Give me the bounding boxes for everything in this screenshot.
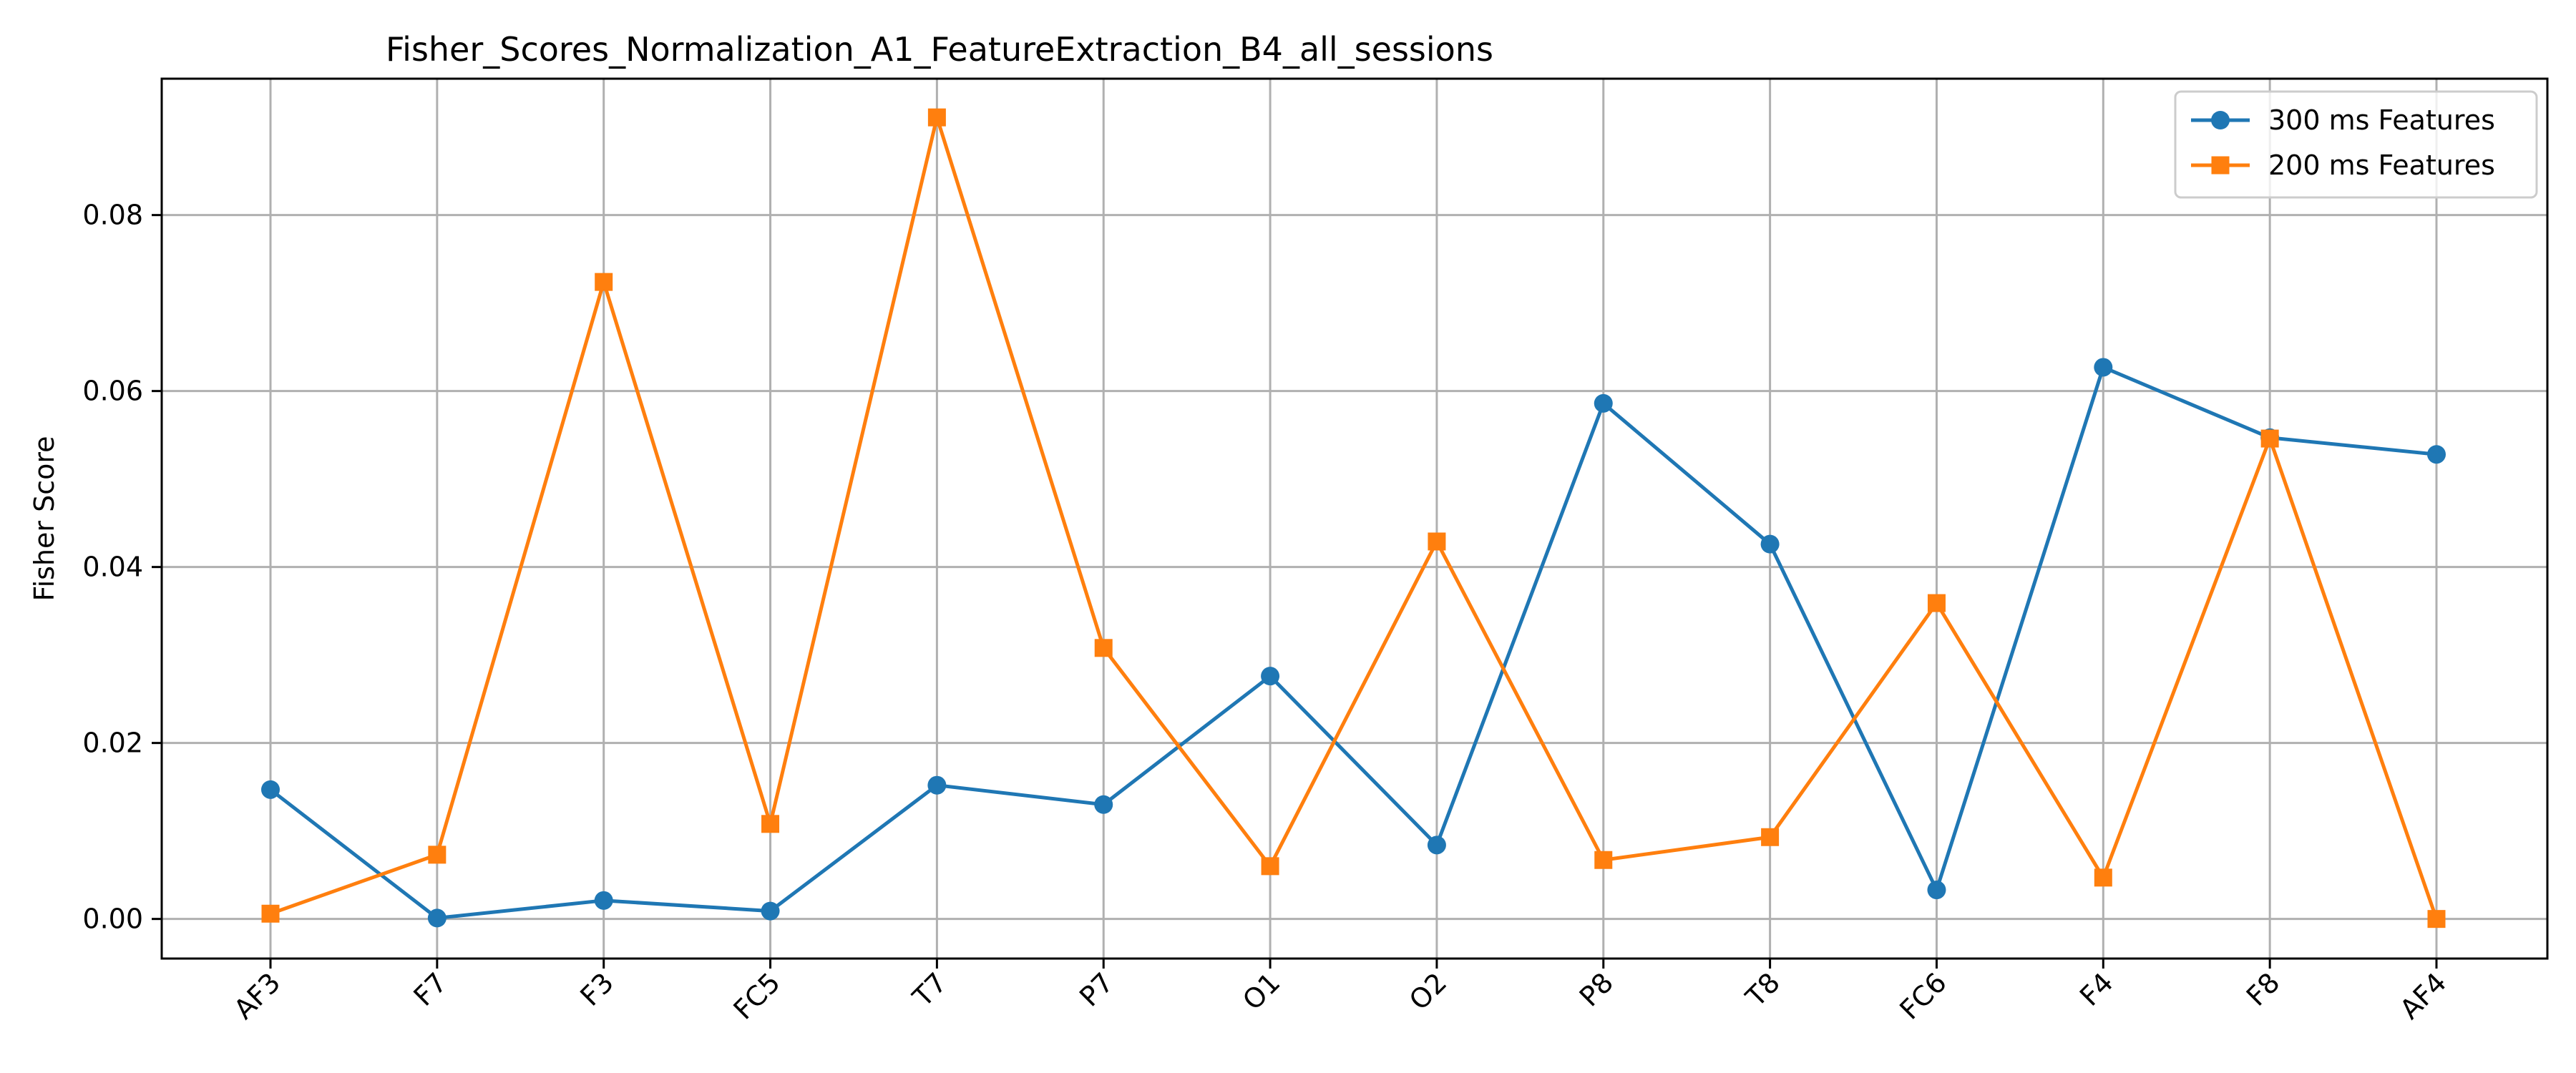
x-tick-label: F7 xyxy=(408,966,454,1012)
series-2-point xyxy=(1761,828,1780,846)
x-tick-label: FC6 xyxy=(1893,966,1952,1025)
series-line-2 xyxy=(270,115,2439,920)
x-tick-label: P8 xyxy=(1574,966,1619,1012)
series-line-1 xyxy=(269,365,2437,920)
x-tick-label: T7 xyxy=(906,966,952,1013)
y-tick-label: 0.08 xyxy=(82,200,143,231)
series-group xyxy=(261,108,2446,929)
series-2-point xyxy=(595,273,613,291)
series-1-point xyxy=(1261,667,1280,686)
series-1-point xyxy=(594,891,613,910)
x-tick-label: T8 xyxy=(1740,966,1786,1013)
series-1-point xyxy=(761,901,780,921)
series-1-point xyxy=(1594,393,1613,413)
series-2-point xyxy=(1428,532,1446,551)
series-2-point xyxy=(761,815,780,833)
chart-title: Fisher_Scores_Normalization_A1_FeatureEx… xyxy=(386,30,1493,69)
legend: 300 ms Features 200 ms Features xyxy=(2174,90,2538,199)
legend-box xyxy=(2174,90,2538,199)
legend-label: 300 ms Features xyxy=(2268,104,2495,136)
legend-marker-circle xyxy=(2211,111,2230,129)
series-2-point xyxy=(1261,857,1279,876)
series-2-point xyxy=(428,846,447,864)
series-2-point xyxy=(2427,910,2446,929)
plot-frame xyxy=(160,77,2549,960)
x-tick-label: F4 xyxy=(2074,966,2119,1012)
x-tick-label: FC5 xyxy=(727,966,786,1025)
x-tick-label: O1 xyxy=(1236,966,1286,1016)
y-tick-label: 0.00 xyxy=(82,903,143,935)
series-1-point xyxy=(261,780,280,799)
y-tick-label: 0.04 xyxy=(82,552,143,583)
series-2-point xyxy=(927,108,946,127)
series-1-point xyxy=(1427,836,1446,855)
x-tick-label: F3 xyxy=(574,966,620,1012)
x-tick-label: F8 xyxy=(2240,966,2286,1012)
x-tick-label: AF4 xyxy=(2394,966,2452,1025)
grid-lines xyxy=(162,79,2547,959)
x-tick-label: AF3 xyxy=(228,966,286,1025)
legend-label: 200 ms Features xyxy=(2268,150,2495,181)
series-1-point xyxy=(927,775,947,795)
series-2-point xyxy=(2260,429,2279,448)
y-tick-label: 0.06 xyxy=(82,376,143,407)
series-2-point xyxy=(2094,868,2112,887)
series-1-point xyxy=(427,908,447,928)
series-2-point xyxy=(261,904,280,923)
series-1-point xyxy=(2427,445,2446,464)
series-2-point xyxy=(1927,594,1946,612)
x-tick-label: O2 xyxy=(1403,966,1453,1016)
series-1-point xyxy=(1094,795,1113,814)
series-1-point xyxy=(1927,881,1946,900)
series-2-point xyxy=(1594,851,1613,869)
legend-marker-square xyxy=(2211,156,2230,175)
series-1-point xyxy=(1760,534,1780,554)
y-tick-label: 0.02 xyxy=(82,727,143,759)
series-2-point xyxy=(1094,639,1113,657)
series-1-point xyxy=(2094,358,2113,377)
y-axis-label: Fisher Score xyxy=(29,436,60,601)
x-tick-label: P7 xyxy=(1073,966,1119,1012)
